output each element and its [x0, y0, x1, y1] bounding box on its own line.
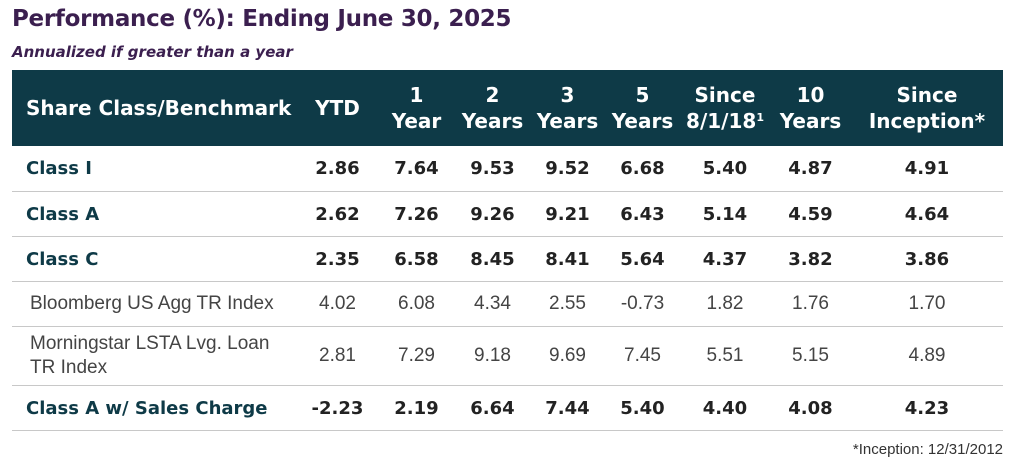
cell-5-years: 6.68 — [605, 146, 680, 192]
cell-1-year: 7.29 — [378, 326, 455, 386]
header-since-inception: Since Inception* — [851, 70, 1003, 146]
cell-ytd: 2.81 — [297, 326, 378, 386]
cell-2-years: 8.45 — [455, 236, 530, 282]
cell-3-years: 7.44 — [530, 385, 605, 431]
cell-2-years: 9.53 — [455, 146, 530, 192]
performance-table: Share Class/Benchmark YTD 1 Year 2 Years 3… — [12, 70, 1003, 431]
cell-1-year: 6.58 — [378, 236, 455, 282]
cell-2-years: 9.18 — [455, 326, 530, 386]
header-10-years: 10 Years — [770, 70, 851, 146]
cell-ytd: -2.23 — [297, 385, 378, 431]
cell-10-years: 4.08 — [770, 385, 851, 431]
header-share-class: Share Class/Benchmark — [12, 70, 297, 146]
cell-since-inception: 4.64 — [851, 191, 1003, 237]
cell-3-years: 8.41 — [530, 236, 605, 282]
cell-3-years: 9.69 — [530, 326, 605, 386]
cell-1-year: 6.08 — [378, 281, 455, 327]
cell-10-years: 4.87 — [770, 146, 851, 192]
cell-3-years: 9.52 — [530, 146, 605, 192]
cell-since-8-1-18: 4.37 — [680, 236, 770, 282]
row-label: Class I — [12, 146, 297, 192]
cell-10-years: 4.59 — [770, 191, 851, 237]
cell-since-8-1-18: 1.82 — [680, 281, 770, 327]
cell-1-year: 7.26 — [378, 191, 455, 237]
header-3-years: 3 Years — [530, 70, 605, 146]
cell-ytd: 2.35 — [297, 236, 378, 282]
cell-1-year: 7.64 — [378, 146, 455, 192]
cell-ytd: 2.62 — [297, 191, 378, 237]
cell-since-inception: 4.91 — [851, 146, 1003, 192]
header-5-years: 5 Years — [605, 70, 680, 146]
table-row-morningstar-index: Morningstar LSTA Lvg. Loan TR Index 2.81 … — [12, 326, 1003, 386]
cell-since-8-1-18: 4.40 — [680, 385, 770, 431]
cell-10-years: 3.82 — [770, 236, 851, 282]
cell-10-years: 1.76 — [770, 281, 851, 327]
row-label: Class A — [12, 191, 297, 237]
header-2-years: 2 Years — [455, 70, 530, 146]
cell-5-years: 7.45 — [605, 326, 680, 386]
cell-since-8-1-18: 5.14 — [680, 191, 770, 237]
header-ytd: YTD — [297, 70, 378, 146]
table-row-class-c: Class C 2.35 6.58 8.45 8.41 5.64 4.37 3.… — [12, 236, 1003, 282]
header-1-year: 1 Year — [378, 70, 455, 146]
cell-since-8-1-18: 5.40 — [680, 146, 770, 192]
row-label: Class A w/ Sales Charge — [12, 385, 297, 431]
cell-5-years: -0.73 — [605, 281, 680, 327]
cell-5-years: 5.64 — [605, 236, 680, 282]
table-row-class-a: Class A 2.62 7.26 9.26 9.21 6.43 5.14 4.… — [12, 191, 1003, 237]
cell-5-years: 6.43 — [605, 191, 680, 237]
table-header-row: Share Class/Benchmark YTD 1 Year 2 Years 3… — [12, 70, 1003, 146]
cell-ytd: 4.02 — [297, 281, 378, 327]
cell-since-inception: 1.70 — [851, 281, 1003, 327]
cell-2-years: 6.64 — [455, 385, 530, 431]
page-title: Performance (%): Ending June 30, 2025 — [12, 6, 512, 32]
row-label: Bloomberg US Agg TR Index — [12, 281, 297, 327]
inception-footnote: *Inception: 12/31/2012 — [852, 441, 1003, 458]
cell-since-inception: 3.86 — [851, 236, 1003, 282]
table-row-class-i: Class I 2.86 7.64 9.53 9.52 6.68 5.40 4.… — [12, 146, 1003, 192]
cell-10-years: 5.15 — [770, 326, 851, 386]
cell-1-year: 2.19 — [378, 385, 455, 431]
row-label: Class C — [12, 236, 297, 282]
cell-since-8-1-18: 5.51 — [680, 326, 770, 386]
cell-5-years: 5.40 — [605, 385, 680, 431]
row-label: Morningstar LSTA Lvg. Loan TR Index — [12, 326, 297, 386]
header-since-8-1-18: Since 8/1/181 — [680, 70, 770, 146]
cell-since-inception: 4.89 — [851, 326, 1003, 386]
cell-3-years: 9.21 — [530, 191, 605, 237]
table-row-class-a-sales-charge: Class A w/ Sales Charge -2.23 2.19 6.64 … — [12, 385, 1003, 431]
page-subtitle: Annualized if greater than a year — [12, 43, 293, 61]
cell-3-years: 2.55 — [530, 281, 605, 327]
table-row-bloomberg-index: Bloomberg US Agg TR Index 4.02 6.08 4.34… — [12, 281, 1003, 327]
cell-ytd: 2.86 — [297, 146, 378, 192]
cell-since-inception: 4.23 — [851, 385, 1003, 431]
cell-2-years: 9.26 — [455, 191, 530, 237]
cell-2-years: 4.34 — [455, 281, 530, 327]
